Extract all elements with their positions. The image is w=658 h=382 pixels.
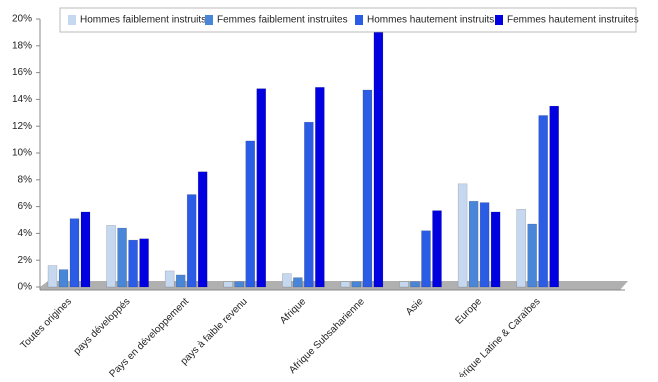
- bar: [234, 281, 245, 288]
- bar: [128, 239, 138, 288]
- y-tick-label: 20%: [12, 14, 32, 25]
- bar: [256, 88, 267, 288]
- bar: [304, 121, 314, 288]
- bar: [479, 202, 490, 288]
- bar: [106, 225, 116, 288]
- bar: [80, 211, 91, 288]
- bar: [527, 223, 537, 288]
- x-tick-label: Amérique Latine & Caraïbes: [446, 296, 543, 377]
- y-tick-label: 4%: [18, 228, 33, 239]
- legend-label: Femmes hautement instruites: [507, 15, 639, 26]
- y-tick-label: 16%: [12, 67, 32, 78]
- legend-label: Femmes faiblement instruites: [217, 15, 348, 26]
- legend-label: Hommes faiblement instruits: [80, 15, 206, 26]
- y-tick-label: 0%: [18, 282, 33, 293]
- legend-box: [59, 7, 637, 33]
- bar: [175, 274, 186, 288]
- y-tick-label: 6%: [18, 201, 33, 212]
- bar: [117, 227, 127, 288]
- bar: [47, 265, 58, 288]
- bar: [410, 281, 420, 288]
- x-tick-label: pays à faible revenu: [179, 296, 250, 367]
- y-tick-label: 14%: [12, 94, 32, 105]
- bar: [223, 281, 234, 288]
- bar: [282, 273, 292, 288]
- bar: [468, 200, 479, 288]
- y-tick-label: 10%: [12, 148, 32, 159]
- y-tick-label: 12%: [12, 121, 32, 132]
- bar: [315, 87, 325, 288]
- bar: [373, 32, 384, 288]
- bar: [58, 269, 69, 288]
- bar: [457, 183, 468, 288]
- bar: [399, 281, 409, 288]
- bar: [362, 89, 373, 288]
- bar: [69, 218, 80, 288]
- bar: [421, 230, 431, 288]
- bar: [186, 194, 197, 288]
- x-tick-label: Toutes origines: [19, 296, 74, 351]
- bar: [340, 281, 351, 288]
- x-tick-label: Afrique: [278, 296, 308, 326]
- bar: [516, 209, 526, 288]
- legend-label: Hommes hautement instruits: [367, 15, 494, 26]
- bar: [432, 210, 442, 288]
- bar: [197, 171, 208, 288]
- x-tick-label: Asie: [404, 296, 426, 318]
- bar: [538, 115, 548, 288]
- bar: [490, 211, 501, 288]
- bar: [351, 281, 362, 288]
- bar: [549, 105, 559, 288]
- x-tick-label: pays développés: [72, 296, 133, 357]
- bar: [164, 270, 175, 288]
- bar: [293, 277, 303, 288]
- y-tick-label: 8%: [18, 174, 33, 185]
- legend-swatch: [355, 15, 363, 25]
- legend-swatch: [495, 15, 503, 25]
- legend-swatch: [68, 15, 76, 25]
- bar: [245, 140, 256, 288]
- y-tick-label: 18%: [12, 40, 32, 51]
- y-tick-label: 2%: [18, 255, 33, 266]
- legend-swatch: [205, 15, 213, 25]
- bar: [139, 238, 149, 288]
- x-tick-label: Europe: [454, 296, 485, 327]
